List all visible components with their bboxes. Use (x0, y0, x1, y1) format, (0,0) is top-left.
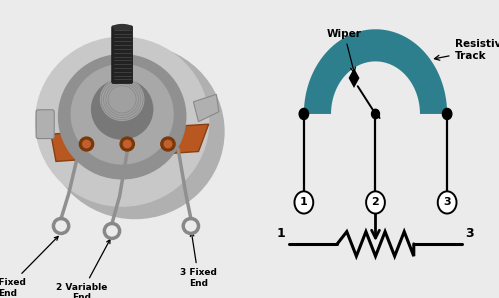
Circle shape (299, 108, 308, 119)
Polygon shape (348, 68, 359, 88)
FancyBboxPatch shape (112, 26, 133, 83)
Circle shape (164, 140, 172, 148)
Circle shape (83, 140, 90, 148)
Circle shape (92, 80, 153, 139)
Circle shape (438, 191, 457, 214)
Circle shape (58, 55, 186, 179)
Text: 1: 1 (300, 198, 308, 207)
Circle shape (123, 140, 131, 148)
Text: Wiper: Wiper (327, 29, 362, 72)
Text: 2: 2 (371, 192, 380, 204)
Circle shape (46, 45, 224, 218)
Text: 1: 1 (276, 226, 285, 240)
Text: 1 Fixed
End: 1 Fixed End (0, 236, 58, 297)
Circle shape (35, 37, 209, 206)
Text: 2: 2 (372, 198, 379, 207)
Circle shape (366, 191, 385, 214)
Circle shape (443, 108, 452, 119)
Text: 3: 3 (443, 198, 451, 207)
Circle shape (100, 78, 144, 120)
Circle shape (161, 137, 175, 151)
Polygon shape (194, 94, 219, 122)
FancyBboxPatch shape (36, 110, 54, 139)
Polygon shape (51, 124, 209, 162)
Polygon shape (304, 29, 447, 114)
Circle shape (372, 109, 379, 119)
Text: 3 Fixed
End: 3 Fixed End (180, 233, 217, 288)
Text: Resistive
Track: Resistive Track (435, 39, 499, 60)
Circle shape (79, 137, 94, 151)
Text: 2 Variable
End: 2 Variable End (56, 240, 110, 298)
Circle shape (294, 191, 313, 214)
Ellipse shape (113, 24, 131, 30)
Circle shape (120, 137, 134, 151)
Circle shape (71, 65, 173, 164)
Text: 3: 3 (466, 226, 474, 240)
